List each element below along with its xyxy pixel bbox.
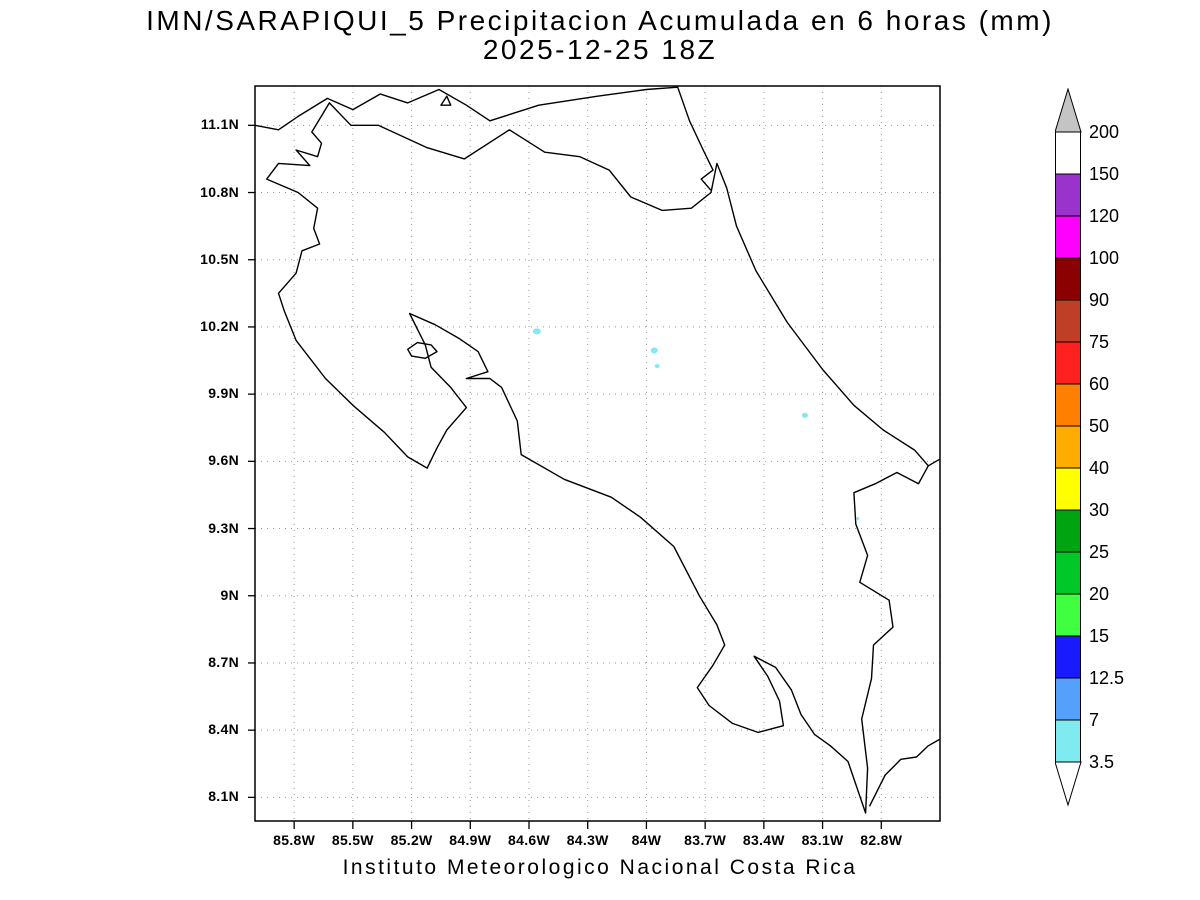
coastline-nicaragua_coast_and_lake_shore	[254, 86, 714, 191]
colorbar-band	[1055, 173, 1081, 217]
colorbar-label: 12.5	[1089, 668, 1124, 688]
colorbar-label: 15	[1089, 626, 1109, 646]
colorbar-band	[1055, 509, 1081, 553]
coastline-isla_chira	[407, 341, 438, 359]
colorbar-band	[1055, 635, 1081, 679]
x-tick-label: 84.9W	[449, 832, 492, 848]
y-tick-label: 11.1N	[200, 116, 239, 133]
coastline-costa_rica_outline	[266, 102, 929, 814]
colorbar-label: 50	[1089, 416, 1109, 436]
colorbar-over-triangle	[1055, 88, 1082, 133]
colorbar-band	[1055, 677, 1081, 721]
x-tick-label: 84.6W	[508, 832, 550, 848]
colorbar-band	[1055, 719, 1081, 763]
y-tick-label: 9N	[220, 586, 239, 603]
y-tick-label: 8.7N	[208, 653, 239, 670]
precip-spot	[654, 364, 660, 369]
colorbar-legend: 200 150 120 100 90 75 60 50 40 30 25 20 15 12.5 7 3.5	[1055, 88, 1124, 807]
y-tick-label: 8.4N	[208, 721, 239, 738]
chart-subtitle: 2025-12-25 18Z	[482, 34, 718, 65]
precip-spot	[801, 412, 808, 418]
colorbar-band	[1055, 593, 1081, 637]
y-tick-label: 9.6N	[208, 452, 239, 469]
y-tick-label: 10.5N	[200, 250, 239, 267]
colorbar-label: 200	[1089, 122, 1119, 142]
colorbar-label: 3.5	[1089, 752, 1114, 772]
chart-title: IMN/SARAPIQUI_5 Precipitacion Acumulada …	[146, 5, 1054, 36]
precip-spot	[650, 347, 658, 354]
colorbar-label: 20	[1089, 584, 1109, 604]
colorbar-label: 7	[1089, 710, 1099, 730]
colorbar-label: 150	[1089, 164, 1119, 184]
x-tick-label: 83.4W	[742, 832, 785, 848]
y-tick-label: 9.9N	[208, 385, 239, 402]
colorbar-label: 60	[1089, 374, 1109, 394]
colorbar-band	[1055, 257, 1081, 301]
colorbar-label: 75	[1089, 332, 1109, 352]
colorbar-band	[1055, 551, 1081, 595]
x-tick-label: 85.5W	[331, 832, 374, 848]
precip-spot	[532, 328, 541, 335]
x-tick-label: 83.7W	[684, 832, 727, 848]
colorbar-label: 100	[1089, 248, 1119, 268]
coastline-panama_caribbean_coast	[927, 458, 941, 467]
colorbar-band	[1055, 383, 1081, 427]
x-tick-label: 83.1W	[801, 832, 844, 848]
x-tick-label: 82.8W	[860, 832, 903, 848]
colorbar-band	[1055, 131, 1081, 175]
plot-frame	[254, 85, 941, 822]
footer-caption: Instituto Meteorologico Nacional Costa R…	[342, 856, 858, 879]
colorbar-label: 40	[1089, 458, 1109, 478]
y-tick-label: 8.1N	[208, 788, 239, 805]
colorbar-band	[1055, 299, 1081, 343]
colorbar-band	[1055, 467, 1081, 511]
y-tick-label: 10.8N	[200, 183, 239, 200]
precip-spot	[856, 516, 860, 520]
colorbar-band	[1055, 215, 1081, 259]
colorbar-under-triangle	[1055, 761, 1082, 807]
colorbar-label: 25	[1089, 542, 1109, 562]
x-tick-label: 84W	[631, 832, 662, 848]
map-canvas	[248, 85, 941, 829]
coastline-lake_nicaragua_island	[440, 95, 452, 106]
colorbar-band	[1055, 425, 1081, 469]
y-tick-label: 10.2N	[200, 317, 239, 334]
coastline-panama_pacific_coast	[868, 738, 941, 807]
colorbar-label: 90	[1089, 290, 1109, 310]
x-tick-label: 84.3W	[566, 832, 609, 848]
x-tick-label: 85.2W	[390, 832, 433, 848]
x-tick-label: 85.8W	[273, 832, 316, 848]
y-tick-label: 9.3N	[208, 519, 239, 536]
colorbar-label: 120	[1089, 206, 1119, 226]
colorbar-band	[1055, 341, 1081, 385]
colorbar-label: 30	[1089, 500, 1109, 520]
